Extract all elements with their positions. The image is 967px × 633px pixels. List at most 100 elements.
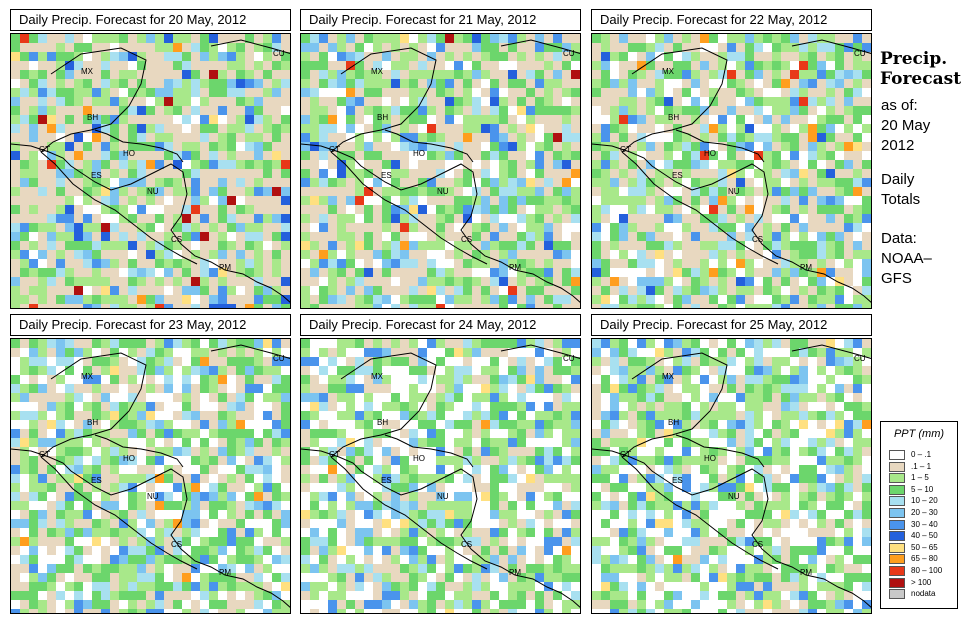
precip-raster: MX CU BH GT HO ES NU CS PM bbox=[592, 339, 871, 613]
data-source-line: NOAA– bbox=[881, 250, 932, 267]
coastline bbox=[40, 47, 147, 153]
region-label-bh: BH bbox=[668, 418, 679, 427]
coastline bbox=[11, 448, 290, 608]
legend-title: PPT (mm) bbox=[893, 428, 945, 440]
map-panel-2: Daily Precip. Forecast for 21 May, 2012 … bbox=[300, 9, 583, 309]
region-label-bh: BH bbox=[377, 113, 388, 122]
coastline bbox=[94, 434, 184, 468]
region-label-mx: MX bbox=[662, 67, 675, 76]
legend-item: 1 – 5 bbox=[889, 473, 955, 484]
region-label-ho: HO bbox=[704, 149, 716, 158]
map-panel-3: Daily Precip. Forecast for 22 May, 2012 … bbox=[591, 9, 874, 309]
precip-raster: MX CU BH GT HO ES NU CS PM bbox=[301, 339, 580, 613]
map-panel-5: Daily Precip. Forecast for 24 May, 2012 … bbox=[300, 314, 583, 614]
precip-map: MX CU BH GT HO ES NU CS PM bbox=[300, 338, 581, 614]
legend-label: 1 – 5 bbox=[911, 473, 929, 483]
coastline bbox=[330, 151, 488, 265]
region-label-cu: CU bbox=[273, 49, 285, 58]
panel-title: Daily Precip. Forecast for 23 May, 2012 bbox=[10, 314, 291, 336]
asof-block: as of: 20 May 2012 bbox=[881, 96, 966, 156]
sidebar-title: Precip. Forecast bbox=[880, 49, 965, 89]
region-label-cs: CS bbox=[171, 540, 182, 549]
coastline bbox=[40, 456, 198, 570]
region-label-mx: MX bbox=[81, 67, 94, 76]
legend-swatch bbox=[889, 519, 905, 530]
region-label-cu: CU bbox=[273, 354, 285, 363]
legend-label: 65 – 80 bbox=[911, 554, 938, 564]
coastline bbox=[94, 129, 184, 163]
totals-block: Daily Totals bbox=[881, 170, 966, 210]
region-label-nu: NU bbox=[728, 492, 740, 501]
legend-swatch bbox=[889, 554, 905, 565]
region-label-nu: NU bbox=[437, 492, 449, 501]
legend-label: 0 – .1 bbox=[911, 450, 932, 459]
coastline bbox=[500, 344, 580, 359]
coastline bbox=[210, 344, 290, 359]
legend-item: .1 – 1 bbox=[889, 461, 955, 473]
legend-item: 5 – 10 bbox=[889, 484, 955, 496]
region-label-cu: CU bbox=[854, 354, 866, 363]
precip-raster: MX CU BH GT HO ES NU CS PM bbox=[11, 339, 290, 613]
coastline bbox=[330, 47, 437, 153]
sidebar-title-line: Precip. bbox=[880, 49, 948, 69]
coastline bbox=[621, 456, 779, 570]
region-label-ho: HO bbox=[704, 454, 716, 463]
legend-item: nodata bbox=[889, 589, 955, 600]
region-label-gt: GT bbox=[329, 450, 340, 459]
sidebar-title-line: Forecast bbox=[880, 69, 962, 89]
coastline bbox=[500, 39, 580, 54]
coastline bbox=[330, 456, 488, 570]
region-label-cu: CU bbox=[563, 354, 575, 363]
legend-item: 40 – 50 bbox=[889, 531, 955, 542]
legend-item: 10 – 20 bbox=[889, 496, 955, 507]
legend-label: 20 – 30 bbox=[911, 508, 938, 517]
region-label-cu: CU bbox=[563, 49, 575, 58]
region-label-es: ES bbox=[381, 476, 392, 485]
region-label-bh: BH bbox=[668, 113, 679, 122]
legend-swatch bbox=[889, 473, 905, 484]
data-source-line: GFS bbox=[881, 270, 912, 287]
legend-label: .1 – 1 bbox=[911, 461, 932, 471]
coastline bbox=[621, 47, 728, 153]
legend-swatch bbox=[889, 577, 905, 588]
panel-title: Daily Precip. Forecast for 20 May, 2012 bbox=[10, 9, 291, 31]
region-label-bh: BH bbox=[377, 418, 388, 427]
precip-map: MX CU BH GT HO ES NU CS PM bbox=[300, 33, 581, 309]
asof-label: as of: bbox=[881, 97, 918, 114]
legend-label: 80 – 100 bbox=[911, 566, 943, 575]
asof-date: 20 May bbox=[881, 117, 931, 134]
precip-map: MX CU BH GT HO ES NU CS PM bbox=[10, 33, 291, 309]
region-label-mx: MX bbox=[81, 372, 94, 381]
coastline bbox=[675, 129, 765, 163]
region-label-mx: MX bbox=[662, 372, 675, 381]
coastline bbox=[11, 143, 290, 303]
region-label-nu: NU bbox=[147, 492, 159, 501]
coastline bbox=[384, 434, 474, 468]
region-label-gt: GT bbox=[620, 450, 631, 459]
region-label-es: ES bbox=[91, 171, 102, 180]
map-panel-4: Daily Precip. Forecast for 23 May, 2012 … bbox=[10, 314, 293, 614]
legend-label: 50 – 65 bbox=[911, 542, 938, 552]
precip-raster: MX CU BH GT HO ES NU CS PM bbox=[301, 34, 580, 308]
data-source-line: Data: bbox=[881, 230, 917, 247]
totals-line: Totals bbox=[881, 191, 921, 208]
coastline bbox=[791, 344, 871, 359]
legend-swatch bbox=[889, 566, 905, 576]
legend-label: 10 – 20 bbox=[911, 496, 938, 506]
legend-swatch bbox=[889, 461, 905, 472]
precip-map: MX CU BH GT HO ES NU CS PM bbox=[591, 33, 872, 309]
coastline bbox=[592, 143, 871, 303]
region-label-cu: CU bbox=[854, 49, 866, 58]
asof-year: 2012 bbox=[881, 137, 915, 154]
coastline bbox=[210, 39, 290, 54]
region-label-pm: PM bbox=[509, 568, 521, 577]
region-label-bh: BH bbox=[87, 113, 98, 122]
region-label-mx: MX bbox=[371, 372, 384, 381]
region-label-nu: NU bbox=[728, 187, 740, 196]
legend-item: 20 – 30 bbox=[889, 508, 955, 519]
region-label-pm: PM bbox=[219, 568, 231, 577]
panel-title: Daily Precip. Forecast for 25 May, 2012 bbox=[591, 314, 872, 336]
region-label-cs: CS bbox=[461, 235, 472, 244]
coastline bbox=[592, 448, 871, 608]
